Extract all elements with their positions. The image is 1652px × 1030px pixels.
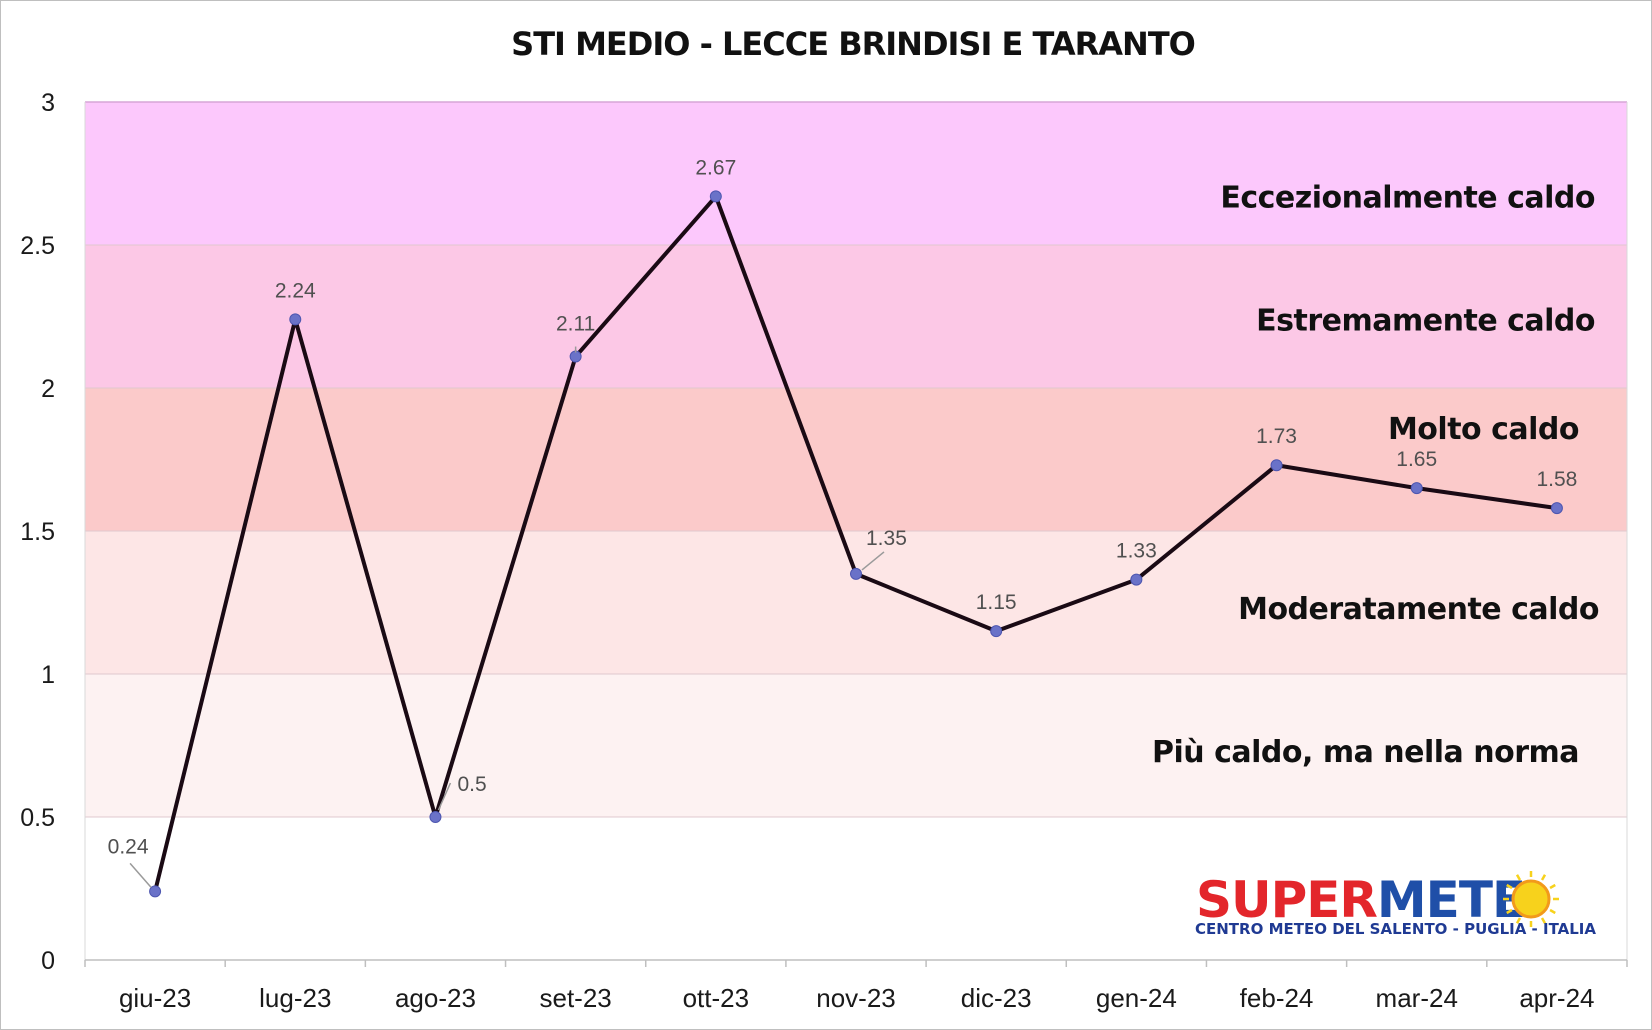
data-point [569,350,582,363]
data-label: 0.5 [457,773,486,796]
data-label-leader [437,782,452,811]
data-label: 1.58 [1536,468,1577,491]
data-label: 0.24 [108,835,149,858]
band-label: Moderatamente caldo [1238,592,1599,627]
sun-ray [1540,874,1547,881]
data-label: 1.35 [866,527,907,550]
data-point [1270,459,1283,472]
x-tick-label: nov-23 [816,983,896,1013]
data-label: 2.24 [275,279,316,302]
sun-ray [1506,883,1513,890]
data-point [1550,502,1563,515]
y-tick-label: 0 [41,947,55,975]
sun-ray [1540,917,1547,924]
x-tick-label: ott-23 [683,983,750,1013]
band-label: Estremamente caldo [1256,303,1595,338]
supermeteo-logo: SUPERMETE CENTRO METEO DEL SALENTO - PUG… [1195,871,1596,938]
y-tick-label: 1 [41,661,55,689]
data-label-leader [861,551,885,571]
logo-word-mete: METE [1377,871,1525,929]
data-label: 1.15 [976,591,1017,614]
data-label-leader [129,862,152,888]
chart-title: STI MEDIO - LECCE BRINDISI E TARANTO [511,25,1195,63]
data-point [1410,482,1423,495]
band-0 [85,674,1627,817]
band-layer: Più caldo, ma nella norma Moderatamente c… [84,101,1628,960]
band-label: Molto caldo [1388,412,1579,447]
sun-ray [1515,917,1522,924]
band-4 [85,102,1627,245]
x-tick-label: dic-23 [961,983,1032,1013]
x-tick-label: gen-24 [1096,983,1177,1013]
sun-ray [1549,883,1556,890]
sun-ray [1506,908,1513,915]
axes: 0 0.5 1 1.5 2 2.5 3 giu-23 lug-23 ago-23 set-23 ott… [20,89,1628,1013]
logo-word-super: SUPER [1196,871,1377,929]
x-tick-label: mar-24 [1376,983,1458,1013]
sun-ray [1549,908,1556,915]
data-point [429,811,442,823]
y-tick-label: 2.5 [20,232,55,260]
y-tick-label: 2 [41,375,55,403]
data-label: 1.73 [1256,425,1297,448]
x-tick-label: giu-23 [119,983,191,1013]
y-tick-label: 3 [41,89,55,117]
x-tick-label: ago-23 [395,983,476,1013]
sun-disc [1511,879,1551,919]
data-point [149,885,162,898]
band-2 [85,388,1627,531]
data-point [990,625,1003,638]
data-label: 1.65 [1396,448,1437,471]
y-tick-label: 0.5 [20,804,55,832]
x-tick-label: apr-24 [1519,983,1594,1013]
sun-icon [1503,871,1559,927]
band-3 [85,245,1627,388]
x-tick-label: lug-23 [259,983,331,1013]
data-point [709,190,722,203]
x-tick-label: feb-24 [1240,983,1314,1013]
sun-ray [1515,874,1522,881]
logo-wordmark: SUPERMETE [1196,871,1525,929]
data-label: 1.33 [1116,540,1157,563]
band-label: Eccezionalmente caldo [1220,180,1595,215]
x-tick-label: set-23 [540,983,612,1013]
logo-tagline: CENTRO METEO DEL SALENTO - PUGLIA - ITAL… [1195,920,1596,938]
data-label: 2.11 [556,313,595,336]
data-labels: 0.24 2.24 0.5 2.11 2.67 1.35 1.15 1.33 1.73 1.65 1… [108,156,1577,888]
data-point [1130,573,1143,586]
data-label: 2.67 [695,156,736,179]
y-tick-label: 1.5 [20,518,55,546]
band-1 [85,531,1627,674]
data-point [850,567,862,580]
band-label: Più caldo, ma nella norma [1152,735,1579,770]
series-layer [149,190,1563,898]
data-point [289,313,302,326]
